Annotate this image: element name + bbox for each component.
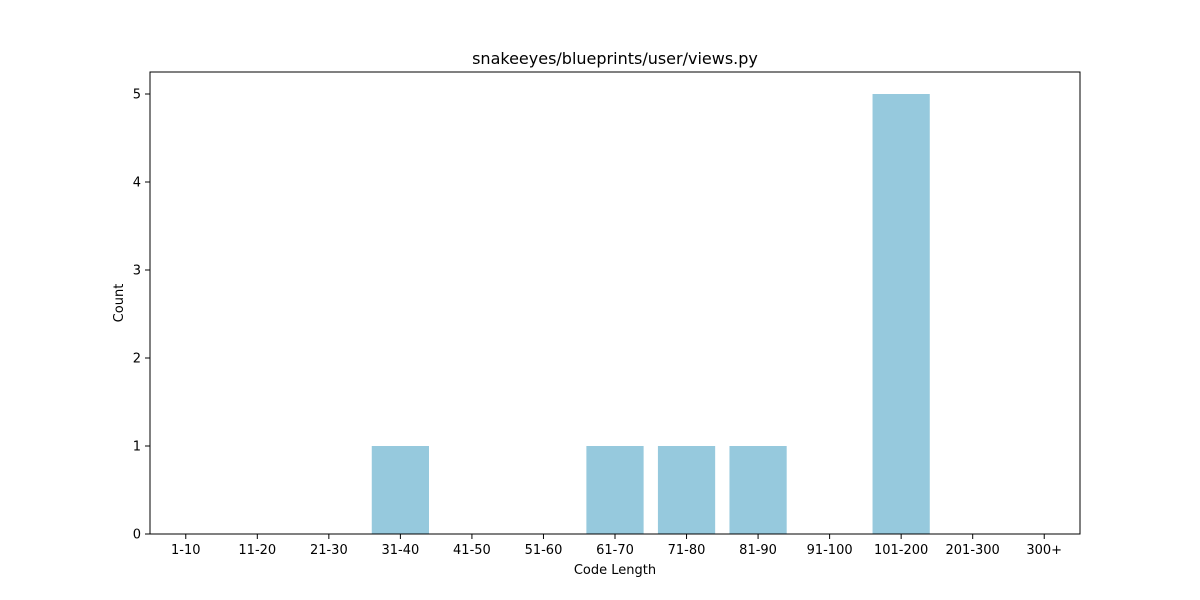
y-tick-label: 0 [133,528,141,543]
x-tick-label: 201-300 [946,543,1000,558]
y-tick-label: 4 [133,176,141,191]
x-tick-label: 61-70 [596,543,634,558]
y-axis-title: Count [112,284,127,323]
x-tick-label: 31-40 [381,543,419,558]
y-tick-label: 5 [133,88,141,103]
x-tick-label: 91-100 [807,543,853,558]
x-tick-label: 41-50 [453,543,491,558]
bars-layer [371,94,930,534]
x-tick-label: 51-60 [525,543,563,558]
x-axis-title: Code Length [574,563,656,578]
bar-71-80 [657,446,716,534]
bar-61-70 [586,446,644,534]
bar-101-200 [872,94,930,534]
y-tick-label: 3 [133,264,141,279]
x-tick-label: 71-80 [668,543,706,558]
bar-81-90 [729,446,787,534]
x-tick-label: 81-90 [739,543,777,558]
x-tick-label: 21-30 [310,543,348,558]
chart-title: snakeeyes/blueprints/user/views.py [472,49,758,68]
x-tick-label: 300+ [1026,543,1062,558]
plot-frame [149,71,1081,535]
y-tick-label: 2 [133,352,141,367]
x-axis-ticks: 1-10 11-20 21-30 31-40 41-50 51-60 61-70 71-80 8… [171,534,1062,558]
y-axis-ticks: 0 1 2 3 4 5 [133,88,150,543]
x-tick-label: 101-200 [874,543,928,558]
x-tick-label: 11-20 [238,543,276,558]
bar-31-40 [371,446,429,534]
y-tick-label: 1 [133,440,141,455]
x-tick-label: 1-10 [171,543,201,558]
